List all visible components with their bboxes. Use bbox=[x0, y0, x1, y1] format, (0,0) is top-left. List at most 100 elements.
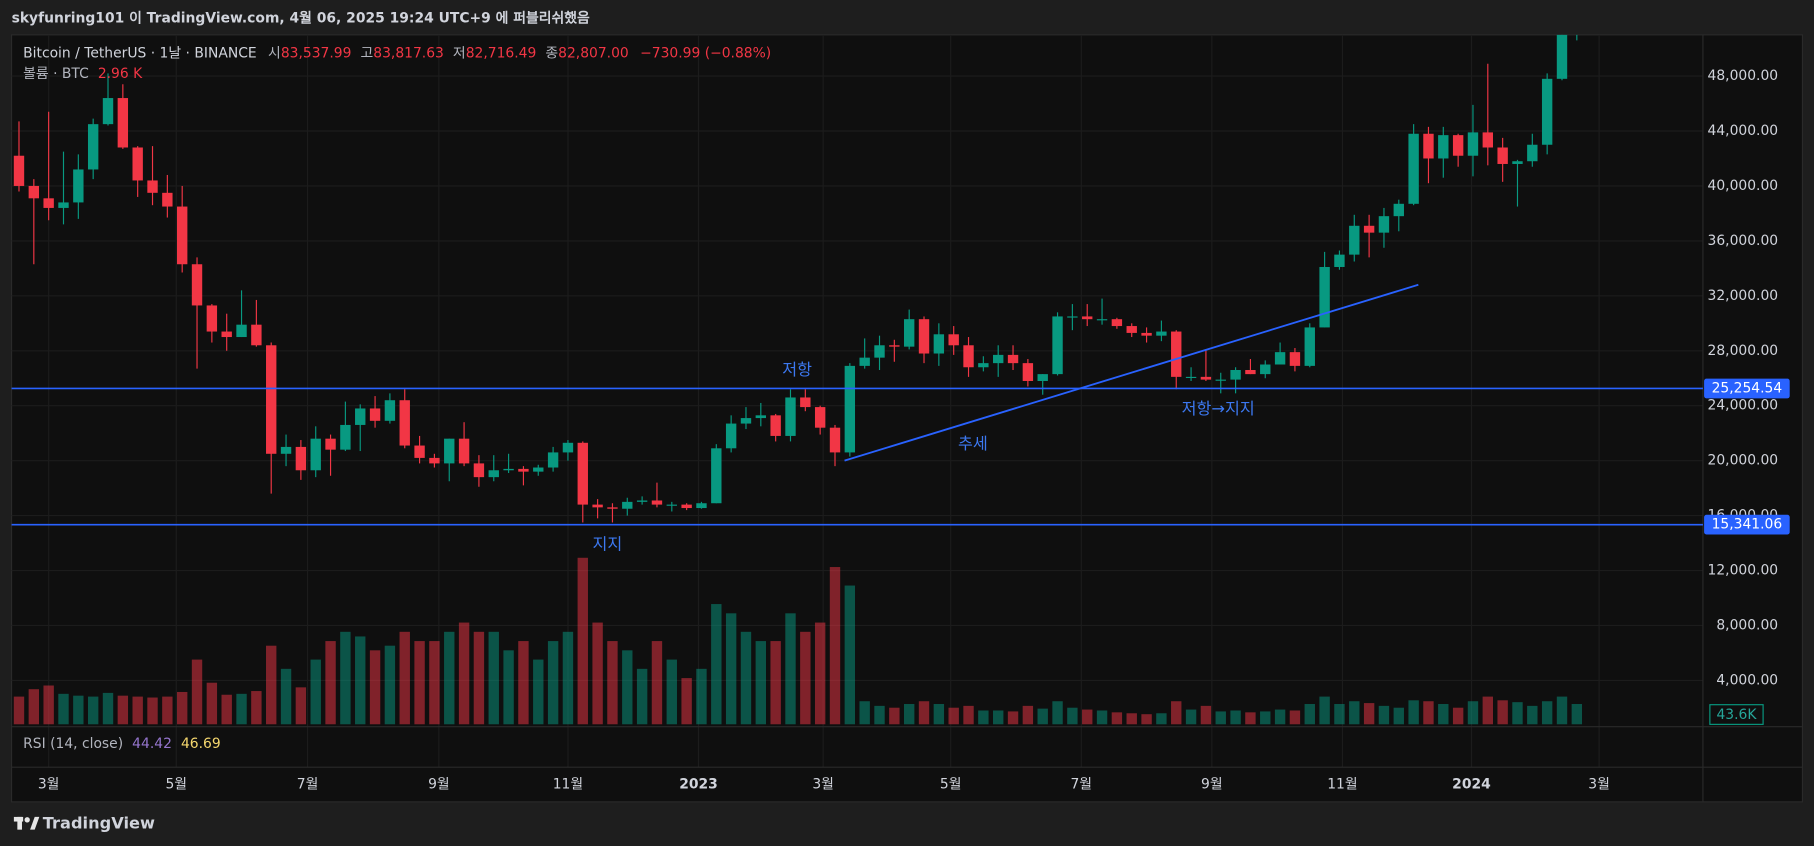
candle-body bbox=[1141, 332, 1152, 336]
candle-body bbox=[236, 324, 247, 338]
volume-bar bbox=[829, 567, 841, 725]
y-tick-label: 24,000.00 bbox=[1708, 398, 1779, 414]
y-tick-label: 4,000.00 bbox=[1716, 672, 1778, 688]
candle-body bbox=[503, 468, 514, 471]
volume-bar bbox=[102, 692, 114, 725]
candle-body bbox=[681, 504, 692, 509]
price-label: 15,341.06 bbox=[1712, 517, 1783, 533]
volume-bar bbox=[889, 707, 900, 725]
time-axis: 3월 5월 7월 9월 11월 2023 3월 5월 7월 9월 11월 2024 3월 bbox=[38, 777, 1610, 793]
candle-body bbox=[251, 324, 262, 346]
annotation: 추세 bbox=[958, 434, 988, 453]
volume-bar bbox=[58, 693, 69, 725]
candle-body bbox=[1512, 161, 1523, 164]
candle-body bbox=[844, 365, 856, 453]
candle-body bbox=[473, 463, 485, 478]
y-tick-label: 28,000.00 bbox=[1708, 343, 1779, 359]
candle-body bbox=[918, 319, 930, 354]
price-label: 25,254.54 bbox=[1712, 380, 1783, 396]
candle-body bbox=[547, 452, 559, 468]
candle-body bbox=[1289, 352, 1301, 366]
candle-body bbox=[43, 198, 54, 208]
candle-body bbox=[384, 400, 396, 421]
volume-bar bbox=[1230, 710, 1241, 725]
volume-bar bbox=[1349, 701, 1360, 725]
volume-bar bbox=[73, 695, 84, 725]
annotation: 저항 bbox=[782, 360, 812, 379]
volume-bar bbox=[1393, 707, 1404, 725]
candle-body bbox=[73, 169, 84, 203]
volume-bar bbox=[740, 631, 752, 725]
volume-bar bbox=[1111, 712, 1123, 725]
candle-body bbox=[1378, 216, 1390, 233]
candle-body bbox=[903, 319, 915, 347]
x-tick-label: 9월 bbox=[428, 777, 450, 793]
rsi-value: 46.69 bbox=[181, 736, 221, 752]
candle-body bbox=[666, 504, 677, 506]
candle-body bbox=[458, 438, 470, 464]
candle-body bbox=[562, 442, 574, 453]
x-tick-label: 7월 bbox=[1070, 777, 1092, 793]
candle-body bbox=[1230, 370, 1241, 380]
brand: TradingView bbox=[43, 813, 155, 832]
y-tick-label: 48,000.00 bbox=[1708, 68, 1779, 84]
volume-bar bbox=[918, 701, 930, 725]
x-tick-label: 2024 bbox=[1452, 777, 1491, 793]
ohlc-value: 83,817.63 bbox=[373, 45, 444, 61]
annotation: 저항→지지 bbox=[1182, 399, 1255, 418]
volume-bar bbox=[1571, 704, 1583, 725]
volume-bar bbox=[355, 636, 366, 725]
candle-body bbox=[191, 264, 203, 306]
volume-bar bbox=[191, 659, 203, 725]
candle-body bbox=[444, 438, 455, 464]
volume-bar bbox=[725, 613, 737, 725]
volume-bar bbox=[592, 622, 603, 725]
volume-bar bbox=[1260, 711, 1271, 725]
ohlc-label: 종 bbox=[545, 45, 558, 61]
volume-bar bbox=[369, 650, 381, 725]
volume-pane bbox=[13, 557, 1583, 725]
candle-body bbox=[829, 427, 841, 453]
volume-bar bbox=[1141, 714, 1152, 725]
volume-bar bbox=[1200, 705, 1212, 725]
volume-bar bbox=[547, 641, 559, 725]
volume-bar bbox=[310, 659, 321, 725]
candle-body bbox=[58, 202, 69, 208]
candle-body bbox=[978, 363, 989, 368]
candle-body bbox=[1260, 364, 1271, 375]
volume-bar bbox=[696, 668, 707, 725]
candle-body bbox=[355, 408, 366, 425]
change: −730.99 (−0.88%) bbox=[640, 45, 771, 61]
volume-last: 43.6K bbox=[1716, 707, 1757, 723]
candle-body bbox=[1482, 132, 1494, 148]
candle-body bbox=[785, 397, 796, 436]
volume-bar bbox=[503, 650, 514, 725]
volume-bar bbox=[13, 696, 25, 725]
volume-bar bbox=[1171, 701, 1182, 725]
candle-body bbox=[1438, 135, 1449, 159]
candle-body bbox=[636, 500, 648, 502]
volume-bar bbox=[429, 641, 440, 725]
candle-body bbox=[1274, 352, 1286, 365]
ohlc-value: 82,807.00 bbox=[558, 45, 629, 61]
candle-body bbox=[1304, 327, 1315, 366]
candle-body bbox=[740, 418, 752, 424]
x-tick-label: 3월 bbox=[1588, 777, 1610, 793]
volume-bar bbox=[147, 697, 158, 725]
volume-bar bbox=[1289, 710, 1301, 725]
volume-bar bbox=[993, 710, 1004, 725]
y-tick-label: 36,000.00 bbox=[1708, 233, 1779, 249]
volume-bar bbox=[948, 707, 959, 725]
volume-bar bbox=[473, 631, 485, 725]
price-label-box bbox=[1704, 378, 1790, 399]
candle-body bbox=[176, 206, 188, 265]
volume-legend: 볼륨 · BTC 2.96 K bbox=[23, 66, 143, 82]
candle-body bbox=[711, 448, 722, 504]
candle-body bbox=[1185, 376, 1197, 379]
volume-bar bbox=[1185, 709, 1197, 725]
volume-bar bbox=[340, 631, 351, 725]
candle-body bbox=[1334, 254, 1345, 267]
volume-last-box bbox=[1709, 704, 1764, 725]
x-tick-label: 3월 bbox=[38, 777, 60, 793]
